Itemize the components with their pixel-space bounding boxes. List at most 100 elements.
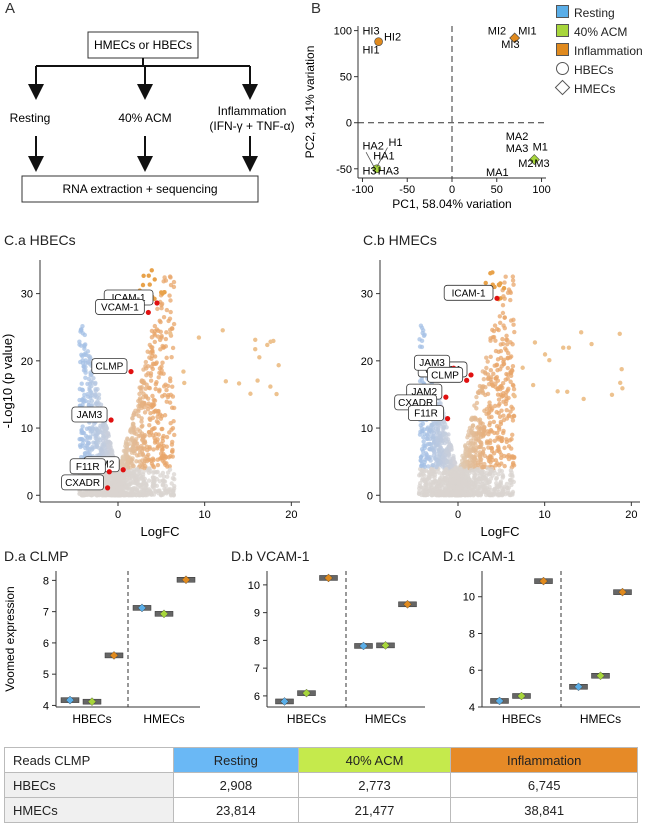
- volcano-point: [141, 273, 146, 278]
- volcano-point: [473, 417, 478, 422]
- volcano-point: [510, 363, 516, 369]
- volcano-point: [500, 393, 506, 399]
- legend-hbecs: HBECs: [556, 61, 656, 80]
- box-y-tick-label: 5: [43, 669, 49, 681]
- volcano-point: [439, 447, 445, 452]
- volcano-point: [484, 481, 489, 486]
- volcano-point: [136, 403, 141, 409]
- gene-dot: [443, 394, 449, 400]
- volcano-point: [81, 430, 87, 436]
- volcano-point: [271, 338, 276, 344]
- volcano-point: [451, 480, 456, 485]
- volcano-point: [417, 486, 422, 491]
- volcano-y-tick-label: 10: [361, 423, 373, 435]
- volcano-point: [496, 437, 501, 442]
- volcano-point: [77, 397, 82, 403]
- volcano-point: [157, 318, 162, 323]
- volcano-point: [486, 432, 491, 437]
- panel-da-title: D.a CLMP: [4, 548, 69, 564]
- volcano-point: [103, 480, 108, 486]
- volcano-point: [123, 443, 128, 449]
- volcano-point: [163, 454, 169, 460]
- volcano-point: [81, 399, 87, 404]
- box-point: [517, 691, 526, 701]
- volcano-point: [134, 459, 139, 464]
- volcano-point: [150, 361, 156, 366]
- reads-table: Reads CLMP Resting 40% ACM Inflammation …: [4, 747, 638, 823]
- volcano-point: [486, 410, 492, 415]
- box-y-tick-label: 7: [254, 663, 260, 675]
- volcano-point: [422, 464, 428, 469]
- volcano-point: [493, 384, 498, 390]
- volcano-point: [463, 492, 469, 498]
- volcano-point: [152, 409, 158, 414]
- volcano-point: [110, 491, 115, 497]
- volcano-point: [152, 277, 157, 282]
- volcano-point: [566, 345, 572, 350]
- box-y-tick-label: 6: [254, 691, 260, 703]
- gene-label-box: [95, 299, 145, 315]
- volcano-point: [437, 420, 442, 425]
- volcano-point: [149, 345, 154, 350]
- volcano-point: [140, 492, 146, 498]
- volcano-point: [470, 481, 475, 486]
- box-point: [403, 600, 412, 609]
- volcano-point: [496, 403, 501, 408]
- volcano-point: [116, 478, 122, 483]
- volcano-point: [167, 467, 173, 472]
- volcano-point: [139, 401, 145, 407]
- gene-dot: [105, 485, 111, 491]
- volcano-y-tick-label: 30: [21, 289, 33, 301]
- volcano-point: [472, 487, 477, 493]
- pca-point-label: MA3: [506, 143, 529, 155]
- pca-point-label: M2: [518, 158, 533, 170]
- legend-inflammation: Inflammation: [556, 42, 656, 61]
- volcano-point: [160, 482, 165, 488]
- volcano-point: [168, 421, 173, 426]
- volcano-point: [486, 375, 491, 381]
- volcano-point: [445, 471, 450, 477]
- volcano-point: [170, 439, 175, 445]
- volcano-point: [511, 322, 516, 327]
- volcano-point: [428, 442, 434, 447]
- volcano-point: [154, 360, 159, 365]
- volcano-point: [510, 418, 516, 423]
- volcano-point: [468, 429, 474, 434]
- volcano-point: [494, 326, 500, 332]
- volcano-point: [511, 463, 517, 468]
- volcano-point: [443, 436, 449, 441]
- volcano-point: [619, 366, 624, 372]
- pca-point-label: MI3: [501, 39, 519, 51]
- volcano-point: [169, 354, 174, 360]
- pca-y-tick-label: 100: [334, 26, 352, 38]
- volcano-point: [149, 268, 154, 273]
- gene-label-box: [71, 406, 108, 423]
- volcano-point: [505, 376, 510, 381]
- volcano-point: [488, 338, 493, 343]
- volcano-point: [268, 384, 273, 389]
- volcano-point: [423, 451, 429, 456]
- volcano-point: [82, 346, 87, 351]
- volcano-point: [492, 438, 497, 444]
- volcano-point: [422, 431, 427, 437]
- volcano-point: [168, 453, 173, 459]
- volcano-point: [489, 414, 494, 420]
- volcano-point: [504, 337, 509, 342]
- volcano-point: [144, 491, 150, 496]
- volcano-point: [115, 492, 120, 498]
- volcano-point: [181, 369, 186, 374]
- volcano-point: [508, 468, 514, 473]
- volcano-point: [463, 451, 468, 456]
- volcano-point: [168, 298, 173, 303]
- volcano-point: [161, 384, 167, 389]
- volcano-point: [148, 373, 154, 379]
- volcano-point: [498, 386, 503, 392]
- gene-dot: [106, 469, 112, 475]
- volcano-point: [136, 407, 141, 412]
- volcano-point: [460, 462, 466, 467]
- gene-label-box: [427, 366, 464, 383]
- volcano-point: [78, 444, 83, 450]
- volcano-point: [427, 488, 432, 494]
- volcano-point: [80, 424, 85, 429]
- volcano-point: [85, 381, 90, 387]
